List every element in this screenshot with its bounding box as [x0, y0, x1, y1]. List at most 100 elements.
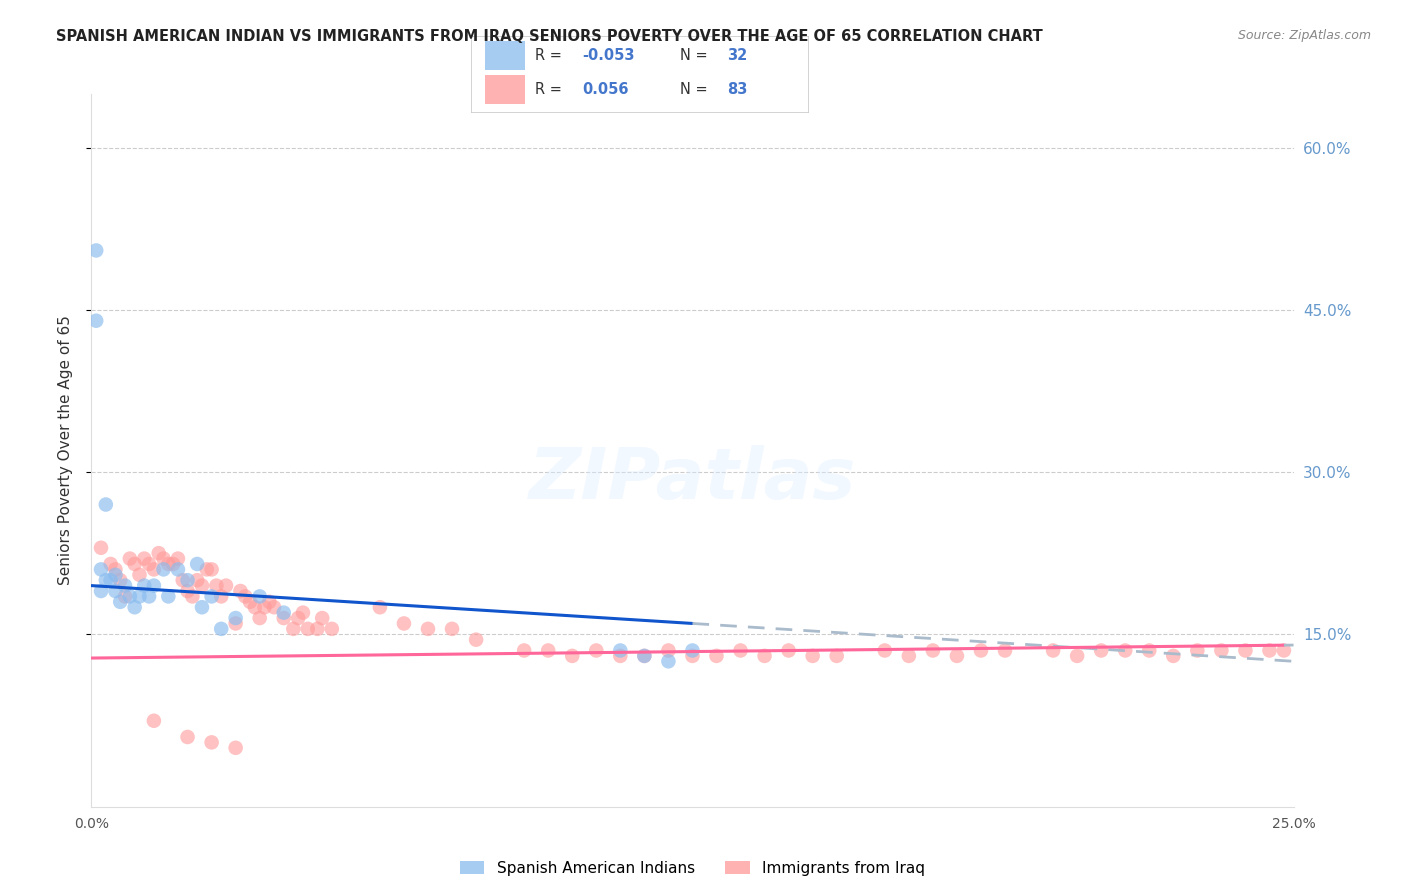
Point — [243, 600, 266, 615]
Point — [90, 541, 112, 555]
Point — [201, 590, 224, 604]
Point — [291, 606, 314, 620]
Point — [209, 590, 232, 604]
Point — [1042, 643, 1064, 657]
Point — [148, 546, 170, 560]
Point — [142, 579, 165, 593]
Point — [100, 573, 122, 587]
Point — [946, 648, 969, 663]
Point — [162, 557, 184, 571]
Text: Source: ZipAtlas.com: Source: ZipAtlas.com — [1237, 29, 1371, 42]
Point — [181, 590, 204, 604]
Point — [157, 557, 180, 571]
Legend: Spanish American Indians, Immigrants from Iraq: Spanish American Indians, Immigrants fro… — [454, 855, 931, 881]
Point — [94, 573, 117, 587]
Point — [657, 654, 679, 668]
Point — [633, 648, 655, 663]
Point — [142, 714, 165, 728]
Point — [152, 551, 174, 566]
Point — [273, 606, 295, 620]
Point — [100, 557, 122, 571]
Point — [537, 643, 560, 657]
Point — [239, 595, 262, 609]
Point — [172, 573, 194, 587]
Point — [94, 498, 117, 512]
Point — [657, 643, 679, 657]
Point — [84, 314, 107, 328]
Point — [84, 244, 107, 258]
Point — [253, 600, 276, 615]
Point — [259, 595, 281, 609]
Point — [118, 590, 141, 604]
Point — [1161, 648, 1184, 663]
Point — [176, 584, 198, 599]
Point — [681, 643, 703, 657]
Point — [778, 643, 800, 657]
Point — [186, 573, 208, 587]
Point — [392, 616, 415, 631]
Point — [321, 622, 343, 636]
Point — [1211, 643, 1233, 657]
Point — [176, 573, 198, 587]
Point — [128, 567, 150, 582]
Point — [801, 648, 824, 663]
Point — [134, 551, 156, 566]
Point — [186, 557, 208, 571]
Point — [201, 562, 224, 576]
Point — [307, 622, 329, 636]
Point — [225, 616, 247, 631]
Point — [922, 643, 945, 657]
Text: 83: 83 — [727, 82, 748, 97]
Point — [104, 584, 127, 599]
Point — [609, 643, 631, 657]
Text: R =: R = — [536, 82, 571, 97]
Point — [157, 590, 180, 604]
Point — [633, 648, 655, 663]
Point — [110, 573, 132, 587]
Text: -0.053: -0.053 — [582, 48, 636, 63]
Point — [297, 622, 319, 636]
Point — [1234, 643, 1257, 657]
Point — [440, 622, 463, 636]
Point — [167, 551, 190, 566]
Point — [706, 648, 728, 663]
Point — [1090, 643, 1112, 657]
Point — [263, 600, 285, 615]
Point — [754, 648, 776, 663]
Bar — [485, 41, 524, 70]
Point — [167, 562, 190, 576]
Point — [142, 562, 165, 576]
Point — [215, 579, 238, 593]
Text: 32: 32 — [727, 48, 748, 63]
Point — [1114, 643, 1136, 657]
Point — [201, 735, 224, 749]
Point — [1137, 643, 1160, 657]
Point — [124, 557, 146, 571]
Point — [585, 643, 607, 657]
Point — [138, 557, 160, 571]
Point — [561, 648, 583, 663]
Y-axis label: Seniors Poverty Over the Age of 65: Seniors Poverty Over the Age of 65 — [58, 316, 73, 585]
Point — [897, 648, 920, 663]
Point — [1258, 643, 1281, 657]
Point — [283, 622, 305, 636]
Point — [994, 643, 1017, 657]
Point — [730, 643, 752, 657]
Text: N =: N = — [681, 48, 713, 63]
Point — [104, 562, 127, 576]
Point — [114, 579, 136, 593]
Point — [229, 584, 252, 599]
Point — [368, 600, 391, 615]
Point — [1066, 648, 1088, 663]
Point — [209, 622, 232, 636]
Text: ZIPatlas: ZIPatlas — [529, 444, 856, 514]
Point — [225, 611, 247, 625]
Point — [90, 584, 112, 599]
Point — [1272, 643, 1295, 657]
Text: 0.056: 0.056 — [582, 82, 628, 97]
Point — [249, 611, 271, 625]
Point — [118, 551, 141, 566]
Point — [681, 648, 703, 663]
Text: N =: N = — [681, 82, 713, 97]
Bar — [485, 75, 524, 104]
